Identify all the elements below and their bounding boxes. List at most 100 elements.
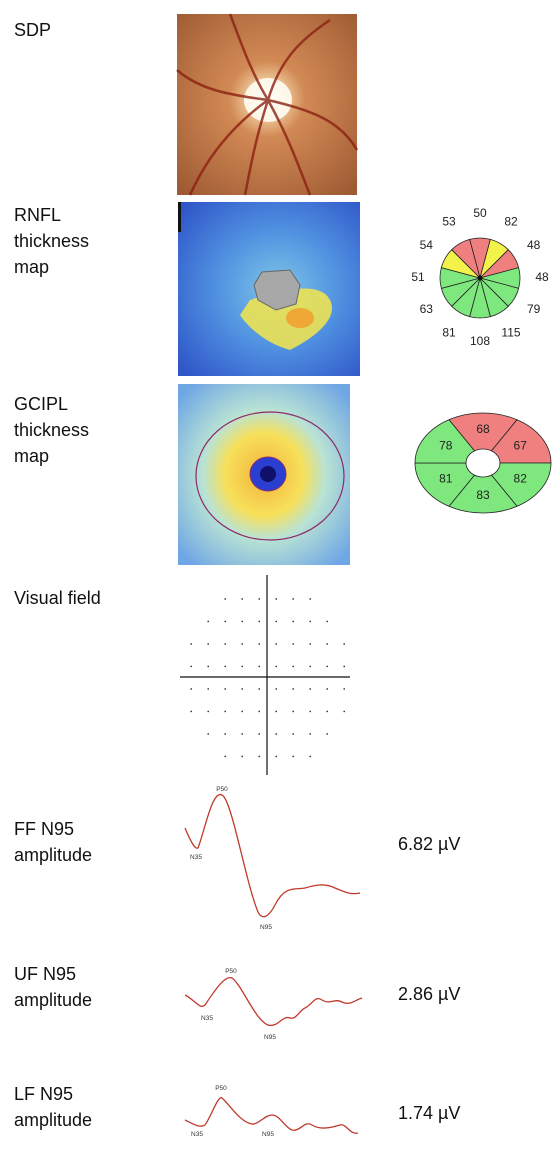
vf-point: [225, 598, 226, 599]
vf-point: [208, 643, 209, 644]
vf-point: [310, 756, 311, 757]
row-label: RNFL: [14, 205, 61, 225]
vf-point: [225, 688, 226, 689]
vf-point: [293, 733, 294, 734]
sector-label: 82: [514, 472, 528, 486]
vf-point: [225, 733, 226, 734]
sector-label: 115: [501, 326, 520, 340]
vf-point: [191, 666, 192, 667]
page: SDPRNFLthicknessmapGCIPLthicknessmapVisu…: [0, 0, 559, 1174]
sector-label: 68: [476, 422, 490, 436]
row-label: amplitude: [14, 990, 92, 1010]
gcipl-map: [178, 384, 350, 565]
vf-point: [310, 733, 311, 734]
vf-point: [225, 666, 226, 667]
vf-point: [225, 621, 226, 622]
waveform: [185, 795, 360, 917]
vf-point: [276, 756, 277, 757]
sector-label: 81: [439, 472, 453, 486]
vf-point: [225, 643, 226, 644]
peak-label: N35: [190, 854, 202, 861]
vf-point: [310, 621, 311, 622]
vf-point: [310, 711, 311, 712]
amplitude: 6.82 µV: [398, 834, 460, 854]
vf-point: [259, 598, 260, 599]
peak-label: P50: [216, 786, 228, 793]
vf-point: [191, 688, 192, 689]
peak-label: N95: [260, 924, 272, 931]
waveform: [185, 1098, 358, 1134]
peak-label: N35: [191, 1131, 203, 1138]
vf-point: [259, 643, 260, 644]
vf-point: [293, 688, 294, 689]
vf-point: [259, 733, 260, 734]
vf-point: [276, 643, 277, 644]
fundus-photo: [177, 14, 357, 195]
sector-label: 50: [473, 206, 487, 220]
vf-point: [293, 621, 294, 622]
vf-point: [242, 643, 243, 644]
vf-point: [276, 733, 277, 734]
vf-point: [242, 711, 243, 712]
row-label: FF N95: [14, 819, 74, 839]
vf-point: [242, 733, 243, 734]
vf-point: [344, 688, 345, 689]
vf-point: [242, 756, 243, 757]
vf-point: [344, 711, 345, 712]
amplitude: 1.74 µV: [398, 1103, 460, 1123]
vf-point: [259, 756, 260, 757]
peak-label: N95: [264, 1034, 276, 1041]
vf-point: [327, 666, 328, 667]
sector-label: 48: [535, 270, 549, 284]
vf-point: [310, 598, 311, 599]
row-label: map: [14, 446, 49, 466]
row-label: LF N95: [14, 1084, 73, 1104]
vf-point: [310, 688, 311, 689]
sector-label: 78: [439, 439, 453, 453]
vf-point: [327, 621, 328, 622]
vf-point: [191, 643, 192, 644]
sector-label: 81: [442, 326, 456, 340]
vf-point: [242, 598, 243, 599]
peak-label: N95: [262, 1131, 274, 1138]
figure: SDPRNFLthicknessmapGCIPLthicknessmapVisu…: [0, 0, 559, 1174]
vf-point: [327, 711, 328, 712]
vf-point: [293, 756, 294, 757]
row-label: amplitude: [14, 845, 92, 865]
peak-label: P50: [215, 1085, 227, 1092]
sector-label: 108: [470, 334, 490, 348]
row-label: thickness: [14, 231, 89, 251]
vf-point: [225, 756, 226, 757]
vf-point: [293, 643, 294, 644]
row-label: map: [14, 257, 49, 277]
row-label: Visual field: [14, 588, 101, 608]
vf-point: [276, 688, 277, 689]
row-label: UF N95: [14, 964, 76, 984]
sector-label: 54: [420, 238, 434, 252]
vf-point: [293, 666, 294, 667]
row-label: amplitude: [14, 1110, 92, 1130]
vf-point: [310, 643, 311, 644]
vf-point: [344, 666, 345, 667]
peak-label: N35: [201, 1015, 213, 1022]
vf-point: [225, 711, 226, 712]
row-label: GCIPL: [14, 394, 68, 414]
vf-point: [208, 711, 209, 712]
peak-label: P50: [225, 968, 237, 975]
vf-point: [293, 711, 294, 712]
sector-label: 83: [476, 488, 490, 502]
vf-point: [259, 688, 260, 689]
vf-point: [259, 621, 260, 622]
sector-label: 48: [527, 238, 541, 252]
sector-label: 79: [527, 302, 541, 316]
vf-point: [208, 666, 209, 667]
vf-point: [208, 688, 209, 689]
visual-field: [180, 575, 350, 775]
vf-point: [259, 711, 260, 712]
vf-point: [208, 621, 209, 622]
sector-label: 51: [411, 270, 425, 284]
vf-point: [276, 711, 277, 712]
sector-label: 63: [420, 302, 434, 316]
rnfl-center: [478, 276, 483, 281]
vf-point: [276, 666, 277, 667]
